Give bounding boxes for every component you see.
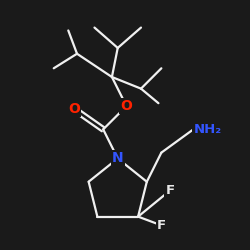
- Text: F: F: [166, 184, 175, 197]
- Text: N: N: [112, 152, 124, 166]
- Text: F: F: [157, 219, 166, 232]
- Text: O: O: [68, 102, 80, 116]
- Text: O: O: [120, 99, 132, 113]
- Text: NH₂: NH₂: [193, 123, 222, 136]
